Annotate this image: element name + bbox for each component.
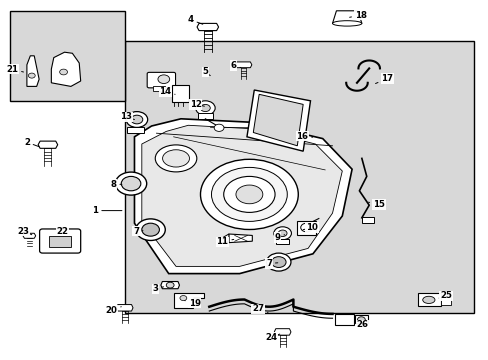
Text: 12: 12 [189, 100, 204, 109]
Polygon shape [27, 56, 39, 86]
FancyBboxPatch shape [40, 229, 81, 253]
Circle shape [357, 317, 365, 323]
Polygon shape [221, 234, 228, 243]
Text: 21: 21 [6, 65, 23, 74]
Text: 1: 1 [92, 206, 122, 215]
Bar [361, 217, 373, 223]
Text: 11: 11 [216, 238, 233, 246]
Bar [296, 221, 316, 235]
Text: 17: 17 [375, 74, 392, 84]
Text: 3: 3 [152, 284, 163, 293]
Text: 15: 15 [368, 200, 384, 209]
Ellipse shape [223, 176, 274, 212]
Bar [10, 11, 124, 101]
Circle shape [142, 223, 159, 236]
FancyBboxPatch shape [147, 72, 175, 88]
Bar [152, 86, 164, 91]
Bar [124, 41, 473, 313]
Circle shape [28, 73, 35, 78]
Text: 7: 7 [265, 259, 277, 268]
Text: 8: 8 [110, 180, 122, 189]
Circle shape [195, 101, 215, 115]
Circle shape [158, 75, 169, 84]
Polygon shape [23, 233, 36, 238]
Circle shape [131, 115, 142, 124]
Text: 25: 25 [438, 292, 451, 300]
Bar [440, 297, 450, 305]
Text: 18: 18 [349, 10, 366, 19]
Text: 5: 5 [202, 68, 210, 77]
Text: 6: 6 [230, 61, 241, 70]
Text: 13: 13 [120, 112, 134, 121]
Ellipse shape [162, 150, 189, 167]
Polygon shape [161, 282, 179, 289]
Circle shape [121, 176, 141, 191]
Circle shape [271, 257, 285, 267]
Circle shape [60, 69, 67, 75]
Text: 22: 22 [57, 227, 68, 236]
Polygon shape [228, 234, 252, 243]
Text: 2: 2 [24, 138, 39, 147]
Bar [275, 239, 289, 244]
Circle shape [200, 104, 210, 112]
Ellipse shape [422, 296, 434, 303]
Bar [417, 293, 440, 306]
Polygon shape [197, 23, 218, 31]
Text: 14: 14 [159, 87, 175, 96]
Polygon shape [142, 125, 342, 266]
Polygon shape [235, 62, 251, 68]
Bar [354, 315, 367, 323]
Text: 4: 4 [187, 15, 203, 24]
Text: 23: 23 [18, 227, 32, 236]
Text: 19: 19 [184, 299, 200, 307]
Polygon shape [332, 11, 361, 23]
Text: 7: 7 [133, 227, 142, 236]
Circle shape [273, 227, 291, 240]
Polygon shape [253, 94, 303, 146]
Text: 16: 16 [296, 132, 312, 140]
Ellipse shape [211, 167, 287, 221]
Text: 10: 10 [303, 223, 317, 232]
Bar [198, 113, 212, 119]
Ellipse shape [155, 145, 196, 172]
Bar [334, 314, 353, 325]
Polygon shape [173, 293, 204, 308]
Ellipse shape [332, 21, 361, 26]
Text: 27: 27 [252, 305, 267, 313]
Circle shape [180, 296, 186, 301]
Polygon shape [274, 329, 290, 335]
Polygon shape [51, 52, 81, 86]
Circle shape [136, 219, 165, 240]
Polygon shape [38, 141, 58, 148]
Text: 26: 26 [354, 320, 368, 329]
Bar [127, 127, 144, 133]
Polygon shape [246, 90, 310, 151]
Circle shape [115, 172, 146, 195]
Bar [49, 236, 71, 247]
Ellipse shape [200, 159, 298, 230]
Polygon shape [116, 305, 133, 311]
Bar [172, 85, 189, 102]
Circle shape [166, 282, 174, 288]
Circle shape [278, 230, 286, 237]
Circle shape [300, 223, 312, 232]
Text: 24: 24 [265, 333, 279, 342]
Circle shape [126, 112, 147, 127]
Circle shape [214, 124, 224, 131]
Ellipse shape [236, 185, 263, 204]
Polygon shape [134, 119, 351, 274]
Text: 20: 20 [105, 306, 121, 315]
Text: 9: 9 [274, 233, 284, 242]
Circle shape [266, 253, 290, 271]
